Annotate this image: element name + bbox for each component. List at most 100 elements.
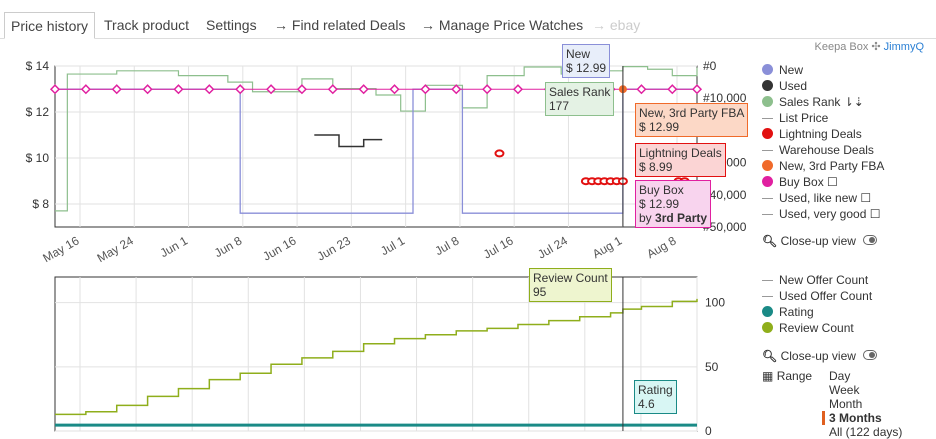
buy-box-point [204,84,215,95]
legend-item-buy-box[interactable]: Buy Box ☐ [762,174,838,190]
tab-track-product[interactable]: Track product [104,17,190,33]
legend-item-used-offer-count[interactable]: Used Offer Count [762,288,872,304]
x-tick-label: Aug 8 [644,233,678,261]
tooltip-rank-title: Sales Rank [549,85,611,99]
legend-item-new[interactable]: New [762,62,803,78]
y-tick-label-left: $ 8 [32,197,49,211]
x-tick-label: Jul 16 [481,233,516,261]
tooltip-sales-rank: Sales Rank 177 [545,82,615,116]
tab-ebay: → ebay [592,17,641,33]
range-label: ▦ Range [762,369,812,383]
tab-settings[interactable]: Settings [206,17,257,33]
legend-marker-icon [762,64,773,75]
y-tick-label-right: #10,000 [703,91,747,105]
x-tick-label: Jul 1 [378,233,407,258]
buy-box-point [512,84,524,95]
legend-marker-icon [762,214,773,215]
range-option-all-122-days[interactable]: All (122 days) [829,425,903,439]
buy-box-point [296,84,307,95]
legend-item-new-offer-count[interactable]: New Offer Count [762,272,868,288]
tooltip-rating-value: 4.6 [638,397,655,411]
closeup-view-bottom[interactable]: 🔍︎ Close-up view [762,349,878,363]
y-tick-label-right: 0 [705,424,712,435]
series-used [314,134,383,148]
series-review-count [55,298,698,416]
buy-box-point [389,84,400,95]
legend-item-used-very-good[interactable]: Used, very good ☐ [762,206,880,222]
buy-box-point [636,84,647,95]
legend-label: Used, very good ☐ [779,207,881,221]
buy-box-point [173,84,184,95]
legend-item-rating[interactable]: Rating [762,304,814,320]
user-link[interactable]: JimmyQ [883,41,924,53]
lightning-deal-point [494,149,505,158]
legend-marker-icon [762,96,773,107]
legend-marker-icon [762,280,773,281]
closeup-view-top[interactable]: 🔍︎ Close-up view [762,234,878,248]
closeup-toggle-icon[interactable] [863,235,878,245]
range-option-3-months[interactable]: 3 Months [822,411,902,425]
buy-box-point [691,84,703,95]
search-icon: 🔍︎ [762,349,778,363]
legend-item-list-price[interactable]: List Price [762,110,828,126]
tooltip-ld-title: Lightning Deals [639,146,722,160]
y-tick-label-right: #0 [703,59,717,73]
review-count-chart[interactable]: 100 50 0 [0,265,936,435]
tab-find-related-deals[interactable]: → Find related Deals [274,17,406,33]
legend-item-warehouse-deals[interactable]: Warehouse Deals [762,142,874,158]
closeup-label: Close-up view [780,234,856,248]
legend-item-used-like-new[interactable]: Used, like new ☐ [762,190,871,206]
calendar-icon: ▦ [762,369,774,383]
legend-marker-icon [762,198,773,199]
range-option-month[interactable]: Month [829,397,863,411]
legend-label: List Price [779,111,829,125]
legend-label: Rating [779,305,814,319]
closeup-label: Close-up view [780,349,856,363]
tooltip-rating: Rating 4.6 [634,380,677,414]
legend-item-lightning-deals[interactable]: Lightning Deals [762,126,862,142]
buy-box-point [80,84,91,95]
range-option-day[interactable]: Day [829,369,851,383]
legend-label: Used, like new ☐ [779,191,872,205]
legend-marker-icon [762,322,773,333]
search-icon: 🔍︎ [762,234,778,248]
tooltip-fba-value: $ 12.99 [639,120,680,134]
legend-label: Warehouse Deals [779,143,874,157]
tooltip-bb-value: $ 12.99 [639,197,680,211]
keepa-box-label: Keepa Box [814,41,869,53]
legend-marker-icon [762,80,773,91]
account-info: Keepa Box ✣ JimmyQ [815,40,925,53]
legend-marker-icon [762,160,773,171]
y-tick-label-right: 50 [705,360,719,374]
plus-icon: ✣ [871,41,884,53]
legend-item-review-count[interactable]: Review Count [762,320,854,336]
x-tick-label: May 16 [40,233,81,265]
legend-item-sales-rank[interactable]: Sales Rank ⇂⇣ [762,94,864,110]
y-tick-label-right: #50,000 [703,220,747,234]
closeup-toggle-icon[interactable] [863,350,878,360]
y-tick-label-right: 100 [705,296,725,310]
legend-label: Sales Rank ⇂⇣ [779,95,864,109]
legend-label: New Offer Count [779,273,869,287]
buy-box-point [327,84,338,95]
tooltip-review-count: Review Count 95 [529,268,612,302]
tab-price-history[interactable]: Price history [4,12,96,39]
buy-box-point [235,84,246,95]
tooltip-lightning: Lightning Deals $ 8.99 [635,143,726,177]
price-history-chart[interactable]: May 16 May 24 Jun 1 Jun 8 Jun 16 Jun 23 Jul 1 J… [0,50,936,300]
range-option-week[interactable]: Week [829,383,860,397]
y-tick-label-left: $ 10 [26,151,50,165]
tooltip-bb-title: Buy Box [639,183,684,197]
x-tick-label: Jul 8 [432,233,461,258]
legend-item-used[interactable]: Used [762,78,807,94]
tab-manage-price-watches[interactable]: → Manage Price Watches [421,17,584,33]
legend-item-new-3rd-party-fba[interactable]: New, 3rd Party FBA [762,158,884,174]
tooltip-fba: New, 3rd Party FBA $ 12.99 [635,103,749,137]
tooltip-rank-value: 177 [549,99,570,113]
range-title: Range [776,369,813,383]
tooltip-new-value: $ 12.99 [566,61,607,75]
tooltip-buy-box: Buy Box $ 12.99 by 3rd Party [635,180,712,228]
x-tick-label: Jun 23 [315,233,353,263]
buy-box-point [142,84,153,95]
legend-marker-icon [762,296,773,297]
